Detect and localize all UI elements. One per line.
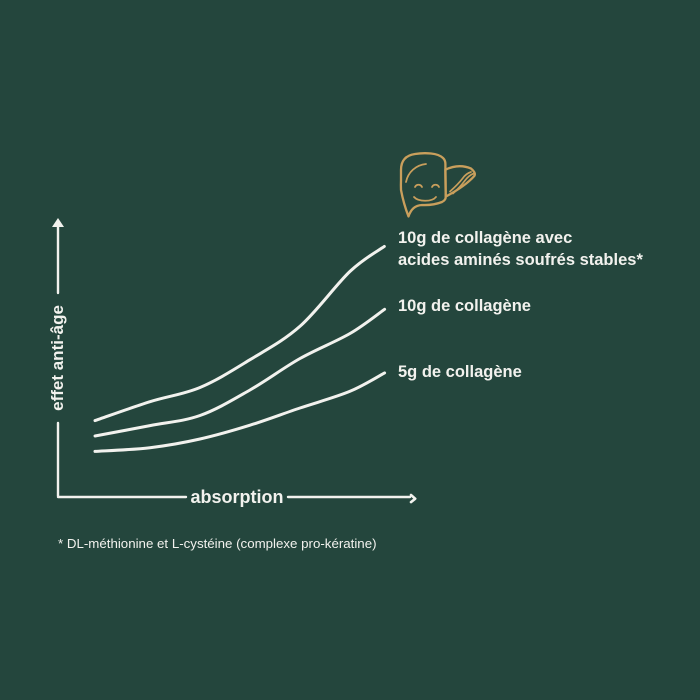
svg-text:* DL-méthionine et L-cystéine: * DL-méthionine et L-cystéine (complexe …: [58, 536, 377, 551]
svg-text:5g de collagène: 5g de collagène: [398, 363, 522, 381]
svg-text:acides aminés soufrés stables*: acides aminés soufrés stables*: [398, 251, 643, 269]
svg-text:10g de collagène: 10g de collagène: [398, 297, 531, 315]
svg-text:10g de collagène avec: 10g de collagène avec: [398, 229, 572, 247]
svg-text:effet anti-âge: effet anti-âge: [48, 305, 67, 411]
svg-text:absorption: absorption: [191, 487, 284, 507]
